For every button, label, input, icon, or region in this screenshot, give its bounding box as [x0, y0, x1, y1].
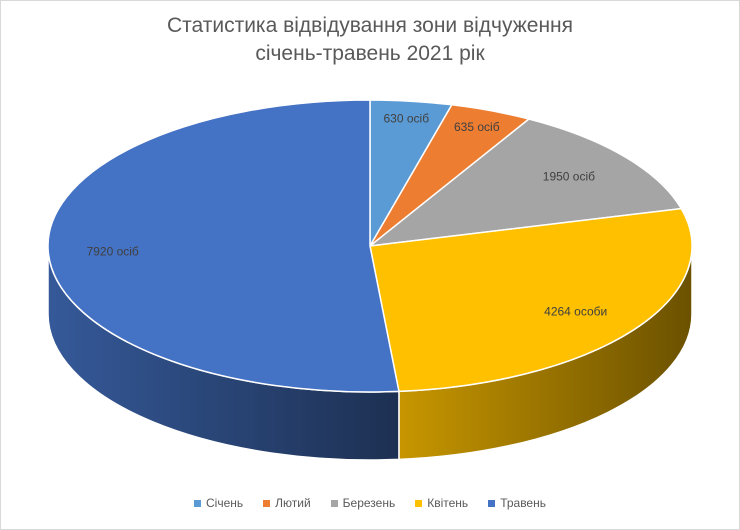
chart-title-line-2: січень-травень 2021 рік [255, 42, 485, 65]
data-labels: 630 осіб 635 осіб 1950 осіб 4264 особи 7920 … [87, 112, 608, 319]
data-label-3: 4264 особи [544, 304, 607, 318]
legend-label-0: Січень [206, 496, 244, 510]
legend-item-0[interactable]: Січень [194, 496, 243, 510]
pie-top [47, 99, 693, 393]
slice-4[interactable] [47, 99, 400, 393]
legend-swatch-4 [488, 499, 496, 507]
legend-label-4: Травень [500, 496, 546, 510]
data-label-2: 1950 осіб [543, 170, 595, 184]
legend-swatch-3 [415, 499, 423, 507]
data-label-1: 635 осіб [454, 120, 500, 134]
legend-item-2[interactable]: Березень [330, 496, 396, 510]
legend-swatch-0 [194, 499, 202, 507]
legend-item-3[interactable]: Квітень [415, 496, 468, 510]
chart-title: Статистика відвідування зони відчуження … [0, 12, 740, 68]
slice-2[interactable] [369, 118, 683, 247]
legend-swatch-2 [330, 499, 338, 507]
legend-label-1: Лютий [275, 496, 311, 510]
chart-title-line-1: Статистика відвідування зони відчуження [166, 14, 574, 37]
legend-label-3: Квітень [427, 496, 469, 510]
data-label-0: 630 осіб [384, 112, 430, 126]
slice-3[interactable] [369, 207, 693, 393]
legend-label-2: Березень [342, 496, 396, 510]
legend-item-1[interactable]: Лютий [263, 496, 311, 510]
legend-item-4[interactable]: Травень [488, 496, 546, 510]
legend-swatch-1 [263, 499, 271, 507]
legend: Січень Лютий Березень Квітень Травень [0, 496, 740, 510]
data-label-4: 7920 осіб [87, 244, 139, 258]
